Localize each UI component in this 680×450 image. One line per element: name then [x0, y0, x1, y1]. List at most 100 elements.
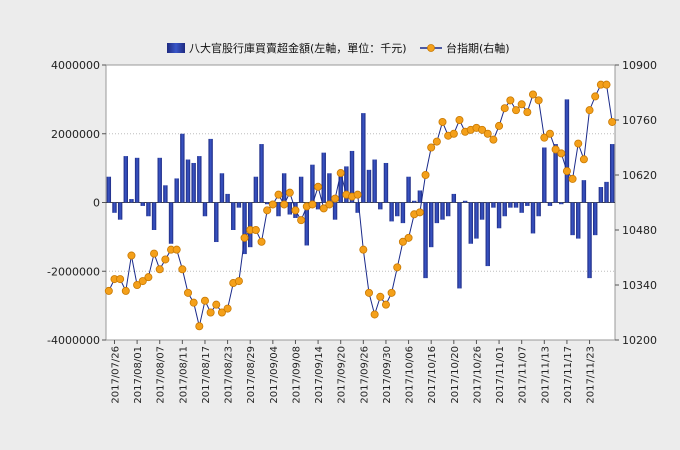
right-axis: 10900 10760 10620 10480 10340 10200	[615, 59, 657, 347]
bar	[406, 176, 411, 203]
bar	[349, 150, 355, 203]
x-tick-label: 2017/10/16	[427, 346, 438, 404]
bar	[536, 202, 541, 217]
right-tick-label: 10620	[622, 169, 657, 182]
line-point	[314, 182, 323, 191]
bar	[123, 156, 129, 203]
left-tick-label: 0	[93, 197, 100, 210]
bar	[168, 202, 174, 244]
line-point	[568, 174, 577, 183]
line-point	[393, 263, 402, 272]
line-point	[155, 265, 164, 274]
bar	[225, 193, 230, 203]
line-point	[432, 137, 441, 146]
bar	[412, 200, 417, 203]
line-point	[449, 129, 458, 138]
line-point	[574, 139, 583, 148]
line-point	[285, 188, 294, 197]
bar	[440, 202, 445, 220]
bar	[214, 202, 219, 243]
bar	[462, 200, 468, 203]
line-point	[178, 265, 187, 274]
bar	[259, 144, 264, 203]
bar	[315, 202, 321, 210]
x-tick-label: 2017/09/30	[382, 346, 393, 404]
line-point	[517, 100, 526, 109]
bar	[491, 202, 496, 208]
bar	[474, 202, 479, 239]
line-point	[551, 145, 560, 154]
right-tick-label: 10760	[622, 114, 657, 127]
line-point	[579, 155, 588, 164]
line-point	[319, 204, 328, 213]
bar	[366, 169, 372, 203]
bar	[236, 202, 242, 208]
bar	[451, 193, 457, 203]
line-point	[184, 288, 193, 297]
bar	[542, 147, 547, 203]
x-tick-label: 2017/09/20	[337, 346, 348, 404]
left-tick-label: 2000000	[51, 128, 100, 141]
bar	[253, 176, 259, 203]
x-tick-label: 2017/11/13	[540, 346, 551, 404]
right-tick-label: 10900	[622, 59, 657, 72]
bar	[372, 159, 377, 203]
line-point	[381, 300, 390, 309]
bar	[576, 202, 581, 239]
bar	[310, 164, 315, 203]
line-point	[438, 117, 447, 126]
line-point	[512, 106, 521, 115]
line-point	[127, 251, 136, 260]
bar	[264, 202, 270, 205]
line-point	[483, 129, 492, 138]
line-point	[195, 322, 204, 331]
bar	[468, 202, 473, 244]
bar	[479, 202, 485, 220]
bar	[508, 202, 513, 208]
bar	[231, 202, 236, 230]
bar	[525, 202, 530, 206]
line-point	[562, 167, 571, 176]
bar	[112, 202, 117, 213]
bar	[134, 157, 140, 203]
bar	[361, 113, 366, 203]
bar	[197, 156, 202, 203]
bar	[276, 202, 281, 217]
x-tick-label: 2017/09/08	[292, 346, 303, 404]
line-point	[608, 117, 617, 126]
left-tick-label: 4000000	[51, 59, 100, 72]
bar	[344, 166, 349, 203]
x-tick-label: 2017/08/01	[133, 346, 144, 404]
bar	[587, 202, 592, 279]
line-point	[325, 200, 334, 209]
line-series	[104, 80, 617, 331]
line-point	[387, 288, 396, 297]
bar	[355, 202, 360, 213]
line-point	[217, 308, 226, 317]
line-point	[500, 104, 509, 113]
x-tick-label: 2017/08/29	[246, 346, 257, 404]
x-axis: 2017/07/26 2017/08/01 2017/08/07 2017/08/11…	[111, 340, 597, 404]
line-point	[172, 245, 181, 254]
line-point	[478, 125, 487, 134]
right-tick-label: 10480	[622, 224, 657, 237]
bar	[395, 202, 400, 217]
line-point	[212, 300, 221, 309]
line-point	[602, 80, 611, 89]
line-point	[404, 233, 413, 242]
left-axis: 4000000 2000000 0 -2000000 -4000000	[47, 59, 106, 347]
bar	[191, 162, 196, 203]
bar	[383, 162, 389, 203]
bar	[547, 202, 553, 206]
bar	[163, 185, 168, 203]
bar	[287, 202, 293, 215]
bar	[502, 202, 507, 217]
x-tick-label: 2017/10/20	[450, 346, 461, 404]
line-point	[263, 206, 272, 215]
bar	[423, 202, 428, 279]
bar	[604, 181, 609, 203]
line-point	[455, 116, 464, 125]
line-point	[427, 143, 436, 152]
x-tick-label: 2017/08/07	[156, 346, 167, 404]
bar	[151, 202, 157, 230]
